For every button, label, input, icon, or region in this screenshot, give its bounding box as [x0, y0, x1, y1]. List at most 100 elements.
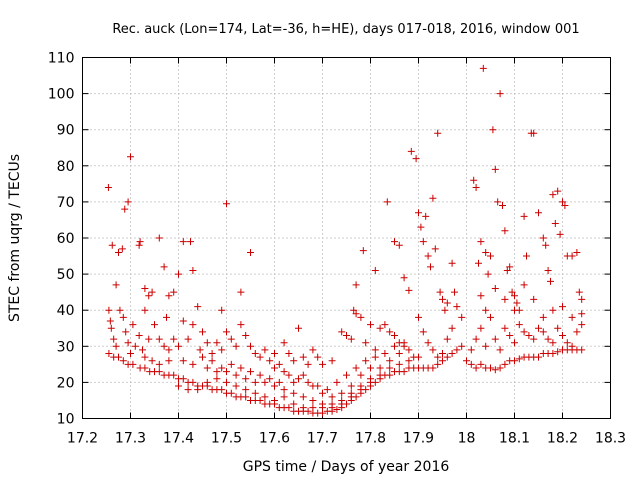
data-point — [515, 355, 523, 363]
data-point — [347, 389, 355, 397]
data-point — [381, 321, 389, 329]
data-point — [275, 378, 283, 386]
data-point — [434, 360, 442, 368]
data-point — [539, 313, 547, 321]
data-point — [110, 335, 118, 343]
data-point — [491, 285, 499, 293]
data-point — [499, 202, 506, 210]
data-point — [333, 405, 341, 413]
data-point — [189, 360, 197, 368]
data-point — [347, 335, 355, 343]
data-point — [266, 357, 274, 365]
data-point — [539, 328, 547, 336]
data-point — [309, 404, 317, 412]
data-point — [107, 324, 115, 332]
data-point — [386, 328, 394, 336]
x-tick-label: 17.4 — [163, 431, 194, 447]
data-point — [323, 386, 331, 394]
data-point — [568, 342, 576, 350]
data-point — [511, 306, 518, 314]
data-point — [535, 324, 542, 332]
data-point — [544, 266, 552, 274]
data-point — [352, 281, 360, 289]
data-point — [511, 292, 518, 300]
data-point — [453, 346, 461, 354]
data-point — [357, 313, 365, 321]
data-point — [127, 153, 134, 161]
data-point — [261, 346, 269, 354]
data-point — [381, 350, 389, 358]
data-point — [223, 378, 230, 386]
data-point — [547, 277, 554, 285]
data-point — [482, 248, 490, 256]
data-point — [424, 339, 432, 347]
data-point — [477, 324, 485, 332]
data-point — [559, 303, 566, 311]
x-tick-label: 17.9 — [403, 431, 434, 447]
data-point — [443, 299, 451, 307]
data-point — [410, 353, 418, 361]
data-point — [391, 238, 398, 246]
data-point — [247, 248, 254, 256]
data-point — [151, 321, 158, 329]
data-point — [304, 378, 312, 386]
data-point — [218, 346, 226, 354]
data-point — [542, 241, 550, 249]
data-point — [575, 288, 583, 296]
data-point — [208, 350, 216, 358]
data-point — [412, 155, 420, 163]
data-point — [285, 404, 293, 412]
data-point — [573, 248, 581, 256]
data-point — [472, 364, 480, 372]
data-point — [453, 303, 461, 311]
data-point — [338, 389, 346, 397]
data-point — [141, 353, 149, 361]
data-point — [145, 292, 153, 300]
data-point — [443, 335, 451, 343]
data-point — [227, 389, 235, 397]
data-point — [431, 245, 439, 253]
x-tick-label: 17.7 — [307, 431, 338, 447]
data-point — [145, 335, 153, 343]
data-point — [170, 335, 178, 343]
data-point — [400, 342, 408, 350]
data-point — [170, 371, 178, 379]
data-point — [544, 335, 552, 343]
data-point — [208, 357, 216, 365]
data-point — [463, 357, 470, 365]
data-point — [127, 350, 134, 358]
data-point — [367, 321, 374, 329]
data-point — [280, 393, 288, 401]
data-point — [458, 313, 466, 321]
data-point — [135, 241, 143, 249]
data-point — [501, 360, 509, 368]
data-point — [194, 303, 202, 311]
data-point — [179, 375, 187, 383]
data-point — [441, 306, 449, 314]
y-tick-label: 60 — [57, 231, 75, 247]
data-point — [295, 324, 302, 332]
data-point — [266, 375, 274, 383]
data-point — [105, 350, 113, 358]
data-point — [479, 64, 487, 72]
data-point — [405, 357, 413, 365]
data-point — [139, 346, 146, 354]
data-point — [429, 346, 437, 354]
data-point — [415, 313, 422, 321]
data-point — [119, 313, 127, 321]
data-point — [129, 360, 137, 368]
data-point — [417, 223, 425, 231]
data-point — [299, 371, 307, 379]
data-point — [347, 382, 355, 390]
data-point — [135, 331, 143, 339]
data-point — [551, 220, 559, 228]
data-point — [189, 266, 197, 274]
data-point — [179, 357, 187, 365]
data-point — [242, 375, 250, 383]
data-point — [141, 306, 149, 314]
data-point — [309, 396, 317, 404]
axis-ticks: 17.2 17.3 17.4 17.5 17.6 17.7 17.8 17.9 18 18.1 18… — [48, 51, 626, 447]
data-point — [386, 364, 394, 372]
data-point — [491, 335, 499, 343]
data-point — [443, 353, 451, 361]
